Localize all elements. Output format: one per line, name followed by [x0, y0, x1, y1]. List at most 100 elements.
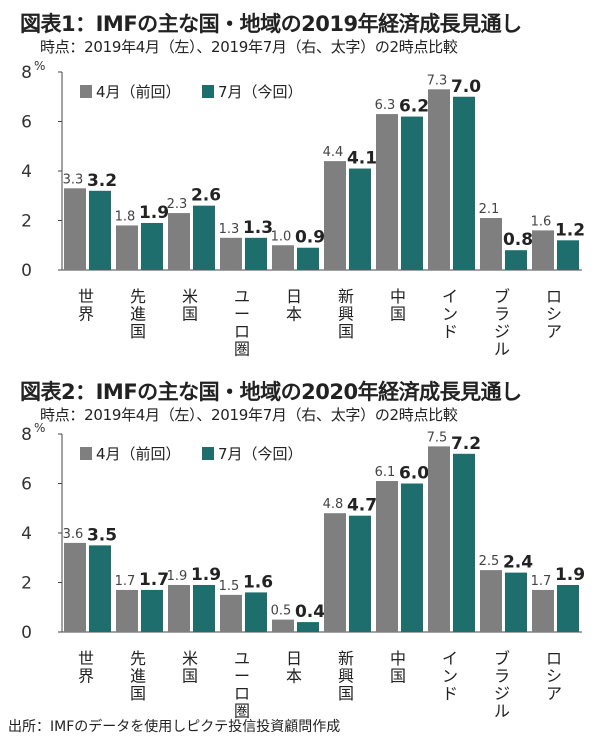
- y-axis-unit: %: [34, 421, 45, 435]
- bar-current: [193, 205, 215, 270]
- data-label-previous: 7.5: [427, 430, 448, 445]
- bar-current: [557, 584, 579, 632]
- bar-previous: [480, 218, 502, 270]
- data-label-previous: 4.4: [323, 145, 344, 160]
- bar-previous: [220, 237, 242, 270]
- data-label-current: 3.2: [87, 171, 117, 191]
- bar-previous: [168, 213, 190, 270]
- bar-previous: [168, 584, 190, 632]
- bar-current: [453, 96, 475, 270]
- category-label: ユーロ圏: [234, 649, 250, 721]
- data-label-current: 1.9: [191, 565, 221, 585]
- bar-current: [141, 589, 163, 632]
- category-label: ブラジル: [494, 649, 510, 721]
- data-label-previous: 2.3: [167, 197, 188, 212]
- bar-current: [245, 592, 267, 632]
- data-label-current: 1.2: [555, 220, 585, 240]
- category-label: ユーロ圏: [234, 287, 250, 359]
- bar-current: [89, 545, 111, 632]
- category-label: 先進国: [130, 649, 146, 703]
- legend-label-previous: 4月（前回）: [96, 83, 181, 101]
- data-label-previous: 2.1: [479, 202, 500, 217]
- category-label: 米国: [182, 287, 198, 324]
- legend-label-current: 7月（今回）: [218, 445, 303, 463]
- category-label: ロシア: [546, 287, 562, 341]
- category-label: ブラジル: [494, 287, 510, 359]
- legend-swatch-previous: [80, 447, 92, 460]
- bar-previous: [480, 570, 502, 632]
- category-label: 中国: [390, 649, 406, 686]
- data-label-previous: 6.3: [375, 98, 396, 113]
- data-label-previous: 1.7: [531, 574, 552, 589]
- bar-current: [349, 515, 371, 632]
- bar-previous: [272, 619, 294, 632]
- data-label-current: 0.9: [295, 228, 325, 248]
- category-label: インド: [442, 287, 458, 341]
- data-label-previous: 3.3: [63, 172, 84, 187]
- data-label-current: 1.3: [243, 218, 273, 238]
- bar-previous: [532, 230, 554, 270]
- data-label-current: 4.7: [347, 496, 377, 516]
- bar-current: [505, 572, 527, 632]
- data-label-current: 1.9: [139, 203, 169, 223]
- bar-previous: [64, 542, 86, 632]
- category-label: 世界: [78, 649, 94, 686]
- y-tick-label: 0: [21, 261, 32, 281]
- legend-swatch-current: [202, 447, 214, 460]
- data-label-current: 1.6: [243, 572, 273, 592]
- category-label: 先進国: [130, 287, 146, 341]
- legend-label-current: 7月（今回）: [218, 83, 303, 101]
- bar-previous: [428, 89, 450, 270]
- bar-current: [453, 453, 475, 632]
- chart-subtitle: 時点：2019年4月（左）、2019年7月（右、太字）の2時点比較: [40, 406, 458, 424]
- bar-current: [245, 237, 267, 270]
- data-label-previous: 4.8: [323, 497, 344, 512]
- legend-label-previous: 4月（前回）: [96, 445, 181, 463]
- bar-previous: [220, 594, 242, 632]
- data-label-current: 6.2: [399, 97, 429, 117]
- bar-previous: [376, 114, 398, 270]
- data-label-current: 2.6: [191, 186, 221, 206]
- category-label: 世界: [78, 287, 94, 324]
- bar-previous: [428, 446, 450, 632]
- bar-current: [557, 240, 579, 270]
- y-tick-label: 2: [21, 212, 32, 232]
- data-label-previous: 1.3: [219, 222, 240, 237]
- data-label-previous: 1.7: [115, 574, 136, 589]
- y-axis-unit: %: [34, 59, 45, 73]
- legend-swatch-previous: [80, 85, 92, 98]
- bar-current: [401, 483, 423, 632]
- data-label-current: 1.9: [555, 565, 585, 585]
- bar-current: [401, 116, 423, 270]
- category-label: 米国: [182, 649, 198, 686]
- source-note: 出所：IMFのデータを使用しピクテ投信投資顧問作成: [8, 719, 341, 735]
- bar-previous: [532, 589, 554, 632]
- data-label-current: 0.4: [295, 602, 325, 622]
- legend-swatch-current: [202, 85, 214, 98]
- data-label-current: 6.0: [399, 464, 429, 484]
- y-tick-label: 6: [21, 475, 32, 495]
- bar-previous: [64, 188, 86, 270]
- bar-chart-2019: 0 2 4 6 8 % 3.3 3.2 世界 1.8 1.9 先進国 2.3 2.6 米国 1.3 1.3 ユーロ…: [21, 59, 585, 359]
- data-label-current: 0.8: [503, 230, 533, 250]
- bar-current: [141, 222, 163, 270]
- y-tick-label: 6: [21, 113, 32, 133]
- category-label: 中国: [390, 287, 406, 324]
- bar-previous: [272, 245, 294, 270]
- bar-current: [297, 247, 319, 270]
- data-label-current: 7.2: [451, 434, 481, 454]
- bar-previous: [116, 225, 138, 270]
- data-label-current: 1.7: [139, 570, 169, 590]
- data-label-current: 3.5: [87, 525, 117, 545]
- data-label-previous: 6.1: [375, 465, 396, 480]
- bar-previous: [324, 161, 346, 270]
- data-label-current: 7.0: [451, 77, 481, 97]
- y-tick-label: 8: [21, 63, 32, 83]
- y-tick-label: 4: [21, 524, 32, 544]
- chart-title: 図表2：IMFの主な国・地域の2020年経済成長見通し: [20, 380, 522, 404]
- category-label: 新興国: [338, 649, 354, 703]
- data-label-previous: 1.0: [271, 229, 292, 244]
- bar-current: [297, 622, 319, 632]
- bar-current: [89, 190, 111, 270]
- data-label-previous: 0.5: [271, 604, 292, 619]
